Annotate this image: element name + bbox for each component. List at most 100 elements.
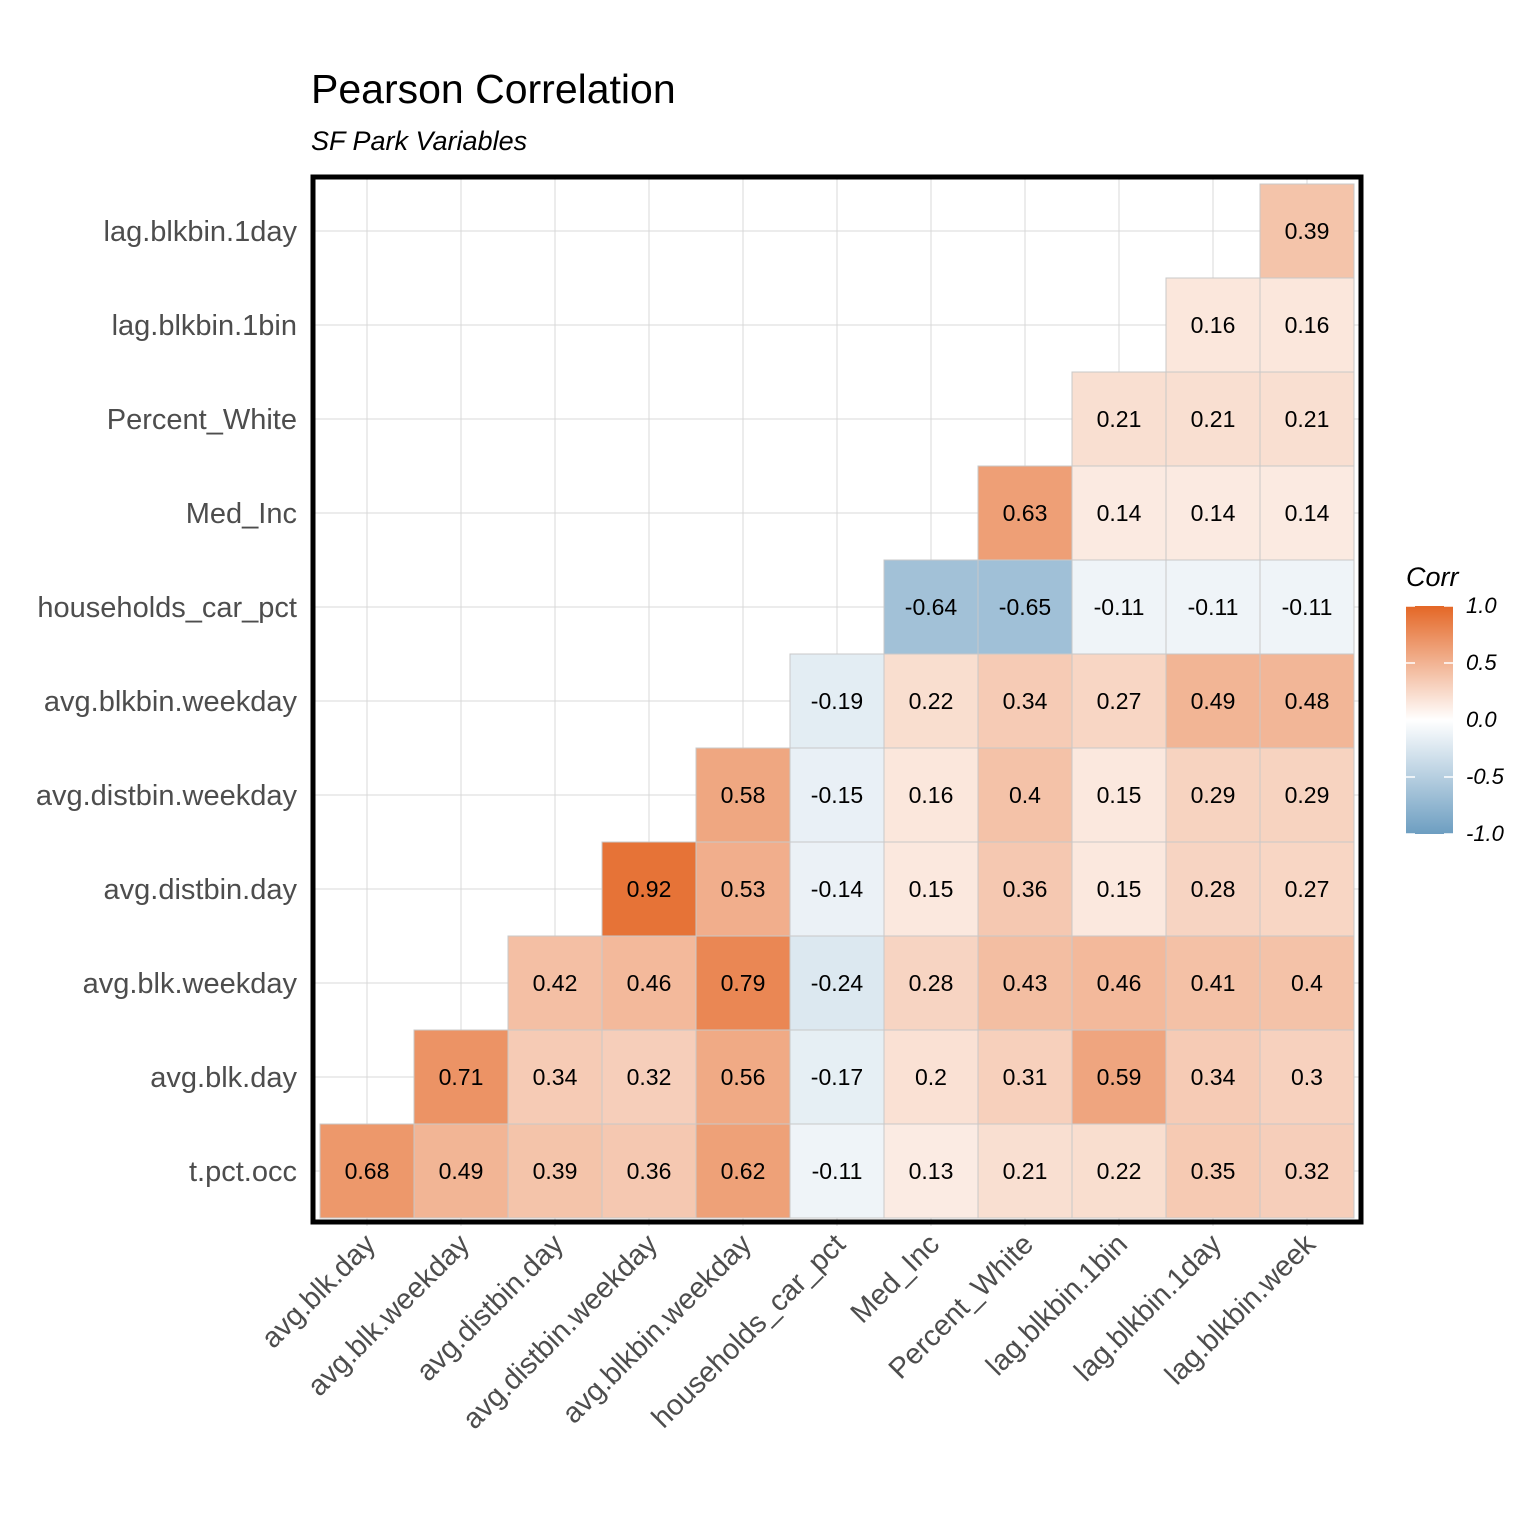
heatmap-cell — [601, 1029, 697, 1125]
heatmap-cell — [601, 841, 697, 937]
cell-value-label: 0.49 — [439, 1158, 484, 1184]
heatmap-cell — [1259, 277, 1355, 373]
heatmap-cell — [789, 653, 885, 749]
cell-value-label: -0.11 — [812, 1158, 863, 1184]
cell-value-label: 0.28 — [909, 970, 954, 996]
legend-tick-label: 1.0 — [1466, 593, 1497, 618]
heatmap-cell — [1071, 1029, 1167, 1125]
heatmap-cell — [1259, 1029, 1355, 1125]
heatmap-cell — [601, 1123, 697, 1219]
cell-value-label: 0.49 — [1191, 688, 1236, 714]
heatmap-cell — [1165, 559, 1261, 655]
cell-value-label: 0.36 — [1003, 876, 1048, 902]
y-tick-label: lag.blkbin.1day — [104, 216, 298, 248]
cell-value-label: 0.21 — [1285, 406, 1330, 432]
cell-value-label: 0.21 — [1097, 406, 1142, 432]
cell-value-label: 0.39 — [533, 1158, 578, 1184]
heatmap-cell — [319, 1123, 415, 1219]
cell-value-label: 0.29 — [1191, 782, 1236, 808]
heatmap-cell — [601, 935, 697, 1031]
y-tick-label: avg.blk.weekday — [83, 968, 298, 1000]
heatmap-cell — [1165, 747, 1261, 843]
y-tick-label: avg.distbin.weekday — [36, 780, 298, 812]
cell-value-label: -0.11 — [1282, 594, 1333, 620]
heatmap-cell — [413, 1029, 509, 1125]
cell-value-label: 0.29 — [1285, 782, 1330, 808]
cell-value-label: 0.63 — [1003, 500, 1048, 526]
heatmap-cell — [507, 1029, 603, 1125]
heatmap-cell — [507, 935, 603, 1031]
cell-value-label: 0.15 — [1097, 782, 1142, 808]
cell-value-label: 0.15 — [1097, 876, 1142, 902]
heatmap-cell — [1259, 559, 1355, 655]
cell-value-label: 0.62 — [721, 1158, 766, 1184]
cell-value-label: 0.13 — [909, 1158, 954, 1184]
heatmap-cell — [1259, 465, 1355, 561]
cell-value-label: 0.43 — [1003, 970, 1048, 996]
chart-title: Pearson Correlation — [311, 66, 676, 112]
cell-value-label: -0.65 — [999, 594, 1051, 620]
heatmap-cell — [1165, 371, 1261, 467]
legend-tick-label: -0.5 — [1466, 764, 1504, 789]
heatmap-cell — [1165, 1123, 1261, 1219]
legend-tick-label: 0.0 — [1466, 707, 1497, 732]
y-tick-label: t.pct.occ — [189, 1156, 297, 1188]
cell-value-label: -0.17 — [811, 1064, 863, 1090]
heatmap-cell — [977, 935, 1073, 1031]
cell-value-label: 0.53 — [721, 876, 766, 902]
heatmap-cell — [789, 1029, 885, 1125]
cell-value-label: 0.34 — [1191, 1064, 1236, 1090]
cell-value-label: 0.21 — [1191, 406, 1236, 432]
y-tick-label: lag.blkbin.1bin — [112, 310, 297, 342]
cell-value-label: 0.79 — [721, 970, 766, 996]
cell-value-label: 0.16 — [1191, 312, 1236, 338]
y-tick-label: Percent_White — [107, 404, 297, 436]
heatmap-cell — [1071, 747, 1167, 843]
heatmap-cell — [1165, 1029, 1261, 1125]
heatmap-cell — [1259, 183, 1355, 279]
legend-tick-label: 0.5 — [1466, 650, 1497, 675]
heatmap-cell — [507, 1123, 603, 1219]
heatmap-cell — [977, 841, 1073, 937]
cell-value-label: 0.48 — [1285, 688, 1330, 714]
cell-value-label: 0.27 — [1097, 688, 1142, 714]
cell-value-label: 0.39 — [1285, 218, 1330, 244]
cell-value-label: 0.31 — [1003, 1064, 1048, 1090]
cell-value-label: 0.22 — [909, 688, 954, 714]
heatmap-cell — [413, 1123, 509, 1219]
cell-value-label: 0.14 — [1097, 500, 1142, 526]
cell-value-label: 0.16 — [909, 782, 954, 808]
heatmap-cell — [695, 935, 791, 1031]
legend-tick-label: -1.0 — [1466, 821, 1504, 846]
heatmap-cell — [1071, 1123, 1167, 1219]
chart-subtitle: SF Park Variables — [311, 126, 528, 156]
cell-value-label: 0.58 — [721, 782, 766, 808]
heatmap-cell — [789, 1123, 885, 1219]
cell-value-label: -0.19 — [811, 688, 863, 714]
cell-value-label: -0.64 — [905, 594, 958, 620]
cell-value-label: 0.59 — [1097, 1064, 1142, 1090]
cell-value-label: 0.46 — [627, 970, 672, 996]
heatmap-cell — [1165, 465, 1261, 561]
heatmap-cell — [977, 465, 1073, 561]
cell-value-label: 0.46 — [1097, 970, 1142, 996]
y-tick-label: avg.blk.day — [150, 1062, 297, 1094]
cell-value-label: -0.14 — [811, 876, 864, 902]
cell-value-label: 0.4 — [1291, 970, 1323, 996]
heatmap-cell — [695, 1123, 791, 1219]
heatmap-cell — [1165, 841, 1261, 937]
cell-value-label: 0.4 — [1009, 782, 1041, 808]
cell-value-label: 0.15 — [909, 876, 954, 902]
heatmap-cell — [977, 1123, 1073, 1219]
y-tick-label: households_car_pct — [37, 592, 297, 624]
heatmap-cell — [1259, 653, 1355, 749]
cell-value-label: 0.14 — [1285, 500, 1330, 526]
heatmap-cell — [977, 559, 1073, 655]
heatmap-cell — [883, 841, 979, 937]
cell-value-label: 0.27 — [1285, 876, 1330, 902]
cell-value-label: 0.14 — [1191, 500, 1236, 526]
heatmap-cell — [883, 935, 979, 1031]
heatmap-cell — [883, 747, 979, 843]
cell-value-label: 0.36 — [627, 1158, 672, 1184]
cell-value-label: 0.56 — [721, 1064, 766, 1090]
